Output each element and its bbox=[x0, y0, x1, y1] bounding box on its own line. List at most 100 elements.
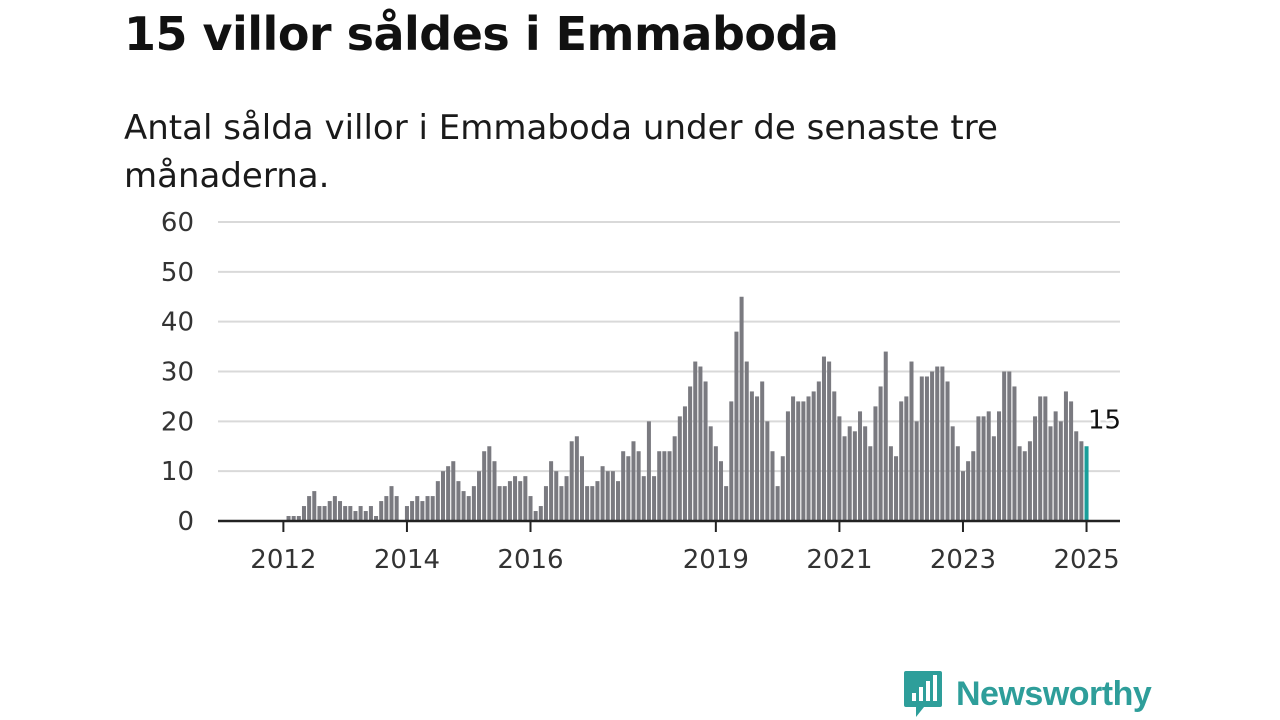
bar bbox=[713, 446, 718, 521]
bar bbox=[461, 491, 466, 521]
bar bbox=[806, 396, 811, 521]
bar bbox=[518, 481, 523, 521]
bar bbox=[569, 441, 574, 521]
bar bbox=[1079, 441, 1084, 521]
bar bbox=[919, 376, 924, 521]
bar bbox=[1038, 396, 1043, 521]
bar bbox=[688, 386, 693, 521]
bar bbox=[487, 446, 492, 521]
bar bbox=[549, 461, 554, 521]
bar bbox=[379, 501, 384, 521]
bar bbox=[842, 436, 847, 521]
bar bbox=[749, 391, 754, 521]
bar bbox=[1048, 426, 1053, 521]
bar bbox=[513, 476, 518, 521]
bar bbox=[523, 476, 528, 521]
chart-title: 15 villor såldes i Emmaboda bbox=[124, 7, 839, 61]
bar bbox=[435, 481, 440, 521]
bar bbox=[368, 506, 373, 521]
bar bbox=[358, 506, 363, 521]
bar bbox=[446, 466, 451, 521]
bar bbox=[533, 511, 538, 521]
y-tick-label: 50 bbox=[161, 258, 194, 288]
bar bbox=[837, 416, 842, 521]
bar bbox=[338, 501, 343, 521]
bar bbox=[899, 401, 904, 521]
bar bbox=[420, 501, 425, 521]
bar bbox=[935, 366, 940, 521]
bar bbox=[595, 481, 600, 521]
bar bbox=[348, 506, 353, 521]
bar bbox=[657, 451, 662, 521]
bar bbox=[811, 391, 816, 521]
bar bbox=[791, 396, 796, 521]
bar bbox=[579, 456, 584, 521]
bar bbox=[301, 506, 306, 521]
bar bbox=[554, 471, 559, 521]
bar bbox=[796, 401, 801, 521]
bar bbox=[605, 471, 610, 521]
bar bbox=[888, 446, 893, 521]
bar bbox=[312, 491, 317, 521]
bar bbox=[667, 451, 672, 521]
bar bbox=[626, 456, 631, 521]
bar bbox=[858, 411, 863, 521]
bar bbox=[662, 451, 667, 521]
bar bbox=[332, 496, 337, 521]
chart-subtitle: Antal sålda villor i Emmaboda under de s… bbox=[124, 108, 998, 196]
bar bbox=[425, 496, 430, 521]
bar bbox=[322, 506, 327, 521]
bar bbox=[616, 481, 621, 521]
bar bbox=[1022, 451, 1027, 521]
x-tick-label: 2019 bbox=[683, 545, 749, 575]
bar bbox=[904, 396, 909, 521]
bar bbox=[430, 496, 435, 521]
bar bbox=[307, 496, 312, 521]
bar bbox=[780, 456, 785, 521]
bar bbox=[1012, 386, 1017, 521]
bar bbox=[816, 381, 821, 521]
x-tick-label: 2014 bbox=[374, 545, 440, 575]
bar bbox=[909, 361, 914, 521]
y-axis-ticks: 0 10 20 30 40 50 60 bbox=[161, 208, 194, 537]
y-tick-label: 60 bbox=[161, 208, 194, 238]
bar bbox=[574, 436, 579, 521]
bar bbox=[585, 486, 590, 521]
bar bbox=[631, 441, 636, 521]
bar bbox=[528, 496, 533, 521]
bar bbox=[641, 476, 646, 521]
bar bbox=[924, 376, 929, 521]
y-tick-label: 30 bbox=[161, 358, 194, 388]
bar bbox=[652, 476, 657, 521]
bar bbox=[564, 476, 569, 521]
value-labels: 15 bbox=[1085, 403, 1123, 438]
bar bbox=[384, 496, 389, 521]
bar bbox=[724, 486, 729, 521]
bar bbox=[744, 361, 749, 521]
bar bbox=[930, 371, 935, 521]
bar bbox=[770, 451, 775, 521]
bar bbox=[1074, 431, 1079, 521]
bar bbox=[646, 421, 651, 521]
brand-logo: Newsworthy bbox=[902, 668, 1152, 720]
bar bbox=[997, 411, 1002, 521]
x-tick-label: 2012 bbox=[250, 545, 316, 575]
bar bbox=[471, 486, 476, 521]
bar bbox=[477, 471, 482, 521]
bar bbox=[502, 486, 507, 521]
bars bbox=[286, 296, 1089, 521]
bar bbox=[734, 331, 739, 521]
bar bbox=[286, 516, 291, 521]
bar bbox=[986, 411, 991, 521]
bar bbox=[404, 506, 409, 521]
bar bbox=[296, 516, 301, 521]
bar bbox=[703, 381, 708, 521]
bar bbox=[755, 396, 760, 521]
bar bbox=[760, 381, 765, 521]
bar bbox=[981, 416, 986, 521]
bar bbox=[672, 436, 677, 521]
bar bbox=[456, 481, 461, 521]
bar bbox=[507, 481, 512, 521]
bar bbox=[492, 461, 497, 521]
